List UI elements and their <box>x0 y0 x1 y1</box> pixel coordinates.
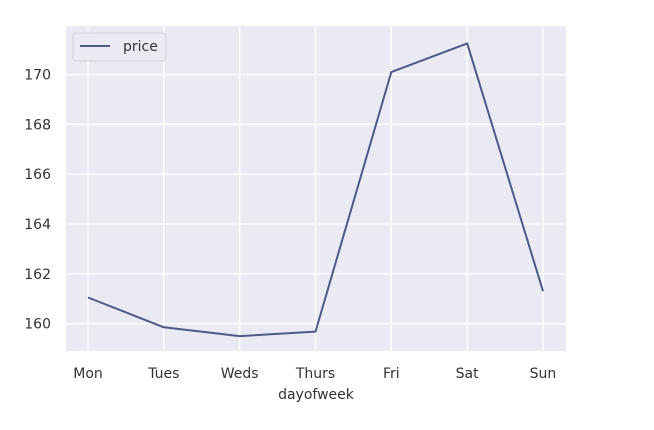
grid-lines <box>66 26 566 351</box>
legend-label-price: price <box>123 39 158 55</box>
y-tick-label: 166 <box>24 167 51 183</box>
x-tick-label: Mon <box>73 366 103 382</box>
x-tick-label: Thurs <box>295 366 335 382</box>
legend-box <box>72 32 167 62</box>
x-tick-label: Weds <box>221 366 259 382</box>
series-layer <box>87 42 544 338</box>
series-line-price <box>87 42 544 338</box>
y-tick-labels: 160 162 164 166 168 170 <box>24 68 51 333</box>
x-axis-title: dayofweek <box>278 387 355 403</box>
y-tick-label: 164 <box>24 217 51 233</box>
y-tick-label: 162 <box>24 267 51 283</box>
x-tick-labels: Mon Tues Weds Thurs Fri Sat Sun <box>73 366 556 382</box>
y-tick-label: 168 <box>24 117 51 133</box>
legend: price <box>72 32 167 62</box>
y-tick-label: 160 <box>24 317 51 333</box>
x-tick-label: Sat <box>456 366 479 382</box>
y-tick-label: 170 <box>24 68 51 84</box>
x-tick-label: Tues <box>147 366 179 382</box>
x-tick-label: Sun <box>530 366 557 382</box>
x-tick-label: Fri <box>383 366 400 382</box>
